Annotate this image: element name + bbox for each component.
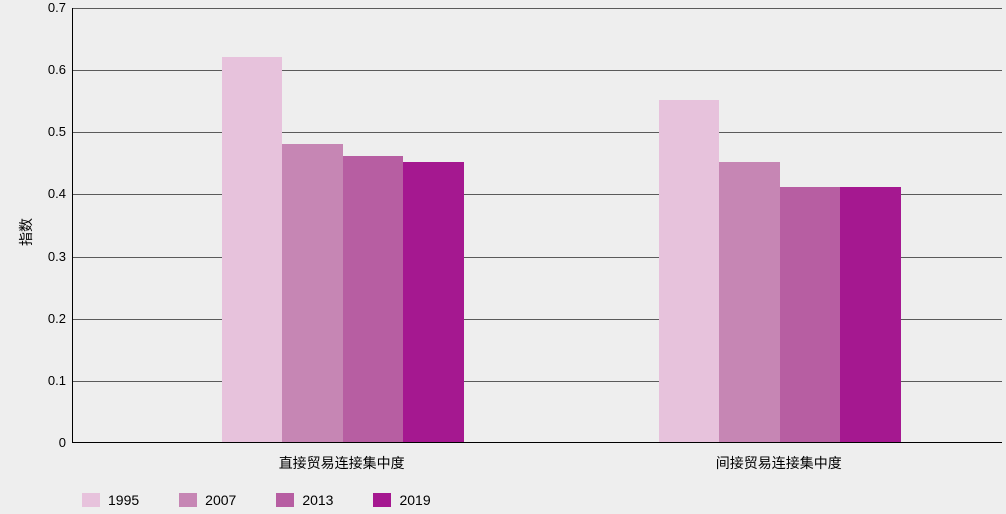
gridline: [73, 8, 1002, 9]
x-tick-label: 直接贸易连接集中度: [279, 453, 405, 473]
bar: [343, 156, 403, 442]
y-tick-label: 0.4: [32, 186, 66, 201]
legend-label: 2013: [302, 492, 333, 508]
legend-item: 2013: [276, 492, 333, 508]
y-tick-label: 0.5: [32, 124, 66, 139]
y-tick-label: 0.7: [32, 0, 66, 15]
legend: 1995 2007 2013 2019: [82, 492, 431, 508]
legend-swatch: [82, 493, 100, 507]
y-tick-label: 0.3: [32, 249, 66, 264]
y-tick-label: 0.2: [32, 311, 66, 326]
bar: [282, 144, 342, 442]
legend-label: 2019: [399, 492, 430, 508]
bar: [840, 187, 900, 442]
plot-area: [72, 8, 1002, 443]
y-tick-label: 0.1: [32, 373, 66, 388]
legend-label: 2007: [205, 492, 236, 508]
chart-container: 指数 0 0.1 0.2 0.3 0.4 0.5 0.6 0.7 直接贸易连接集中度 间接贸易连…: [0, 0, 1006, 514]
x-tick-label: 间接贸易连接集中度: [716, 453, 842, 473]
bar: [222, 57, 282, 442]
legend-swatch: [179, 493, 197, 507]
legend-item: 2019: [373, 492, 430, 508]
y-tick-label: 0: [32, 435, 66, 450]
bar: [403, 162, 463, 442]
bar: [719, 162, 779, 442]
gridline: [73, 132, 1002, 133]
gridline: [73, 70, 1002, 71]
legend-swatch: [276, 493, 294, 507]
legend-item: 1995: [82, 492, 139, 508]
legend-swatch: [373, 493, 391, 507]
bar: [659, 100, 719, 442]
legend-item: 2007: [179, 492, 236, 508]
y-tick-label: 0.6: [32, 62, 66, 77]
legend-label: 1995: [108, 492, 139, 508]
bar: [780, 187, 840, 442]
y-axis-label: 指数: [16, 206, 36, 246]
